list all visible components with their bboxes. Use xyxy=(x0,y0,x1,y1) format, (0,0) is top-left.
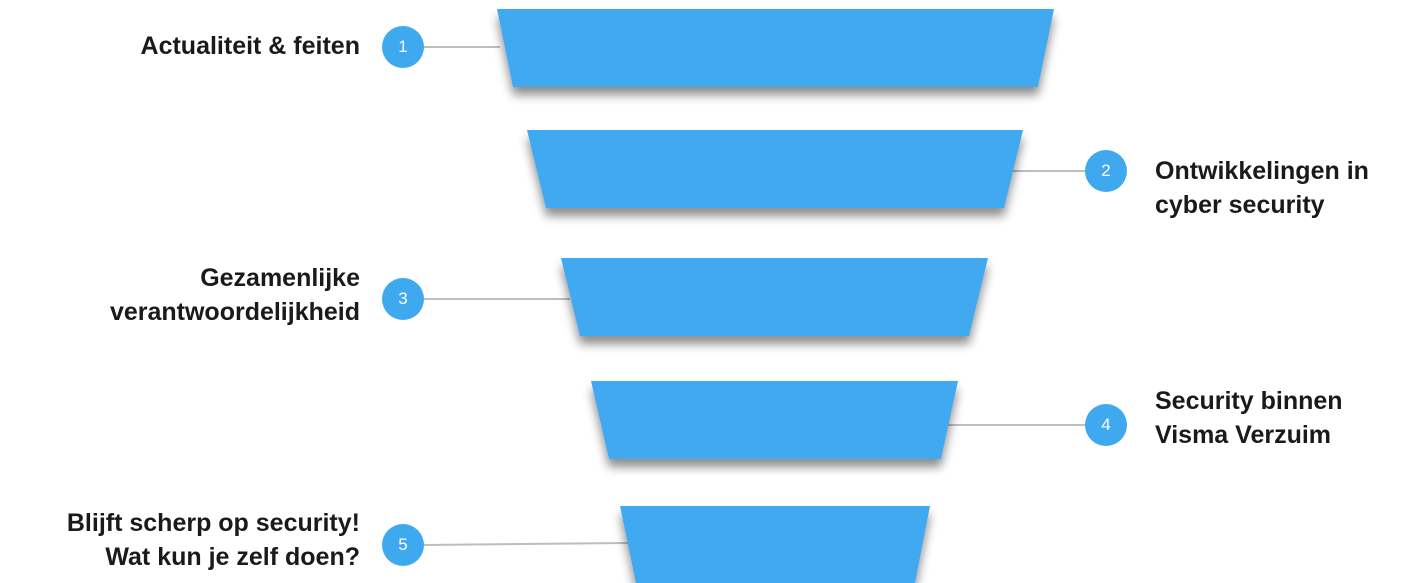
stage-4-label: Security binnen Visma Verzuim xyxy=(1155,384,1343,452)
funnel-segment-3 xyxy=(561,258,988,336)
stage-3-label-line-1: Gezamenlijke xyxy=(200,264,360,292)
stage-2-label-line-1: Ontwikkelingen in xyxy=(1155,157,1369,185)
stage-1-label: Actualiteit & feiten xyxy=(141,29,360,63)
stage-5-label: Blijft scherp op security! Wat kun je ze… xyxy=(67,506,360,574)
stage-3-label-line-2: verantwoordelijkheid xyxy=(109,298,360,326)
stage-2-label-line-2: cyber security xyxy=(1155,191,1325,219)
stage-5-label-line-2: Wat kun je zelf doen? xyxy=(105,543,360,571)
stage-1-number-badge: 1 xyxy=(382,26,424,68)
stage-3-label: Gezamenlijke verantwoordelijkheid xyxy=(110,261,360,329)
stage-2-number-badge: 2 xyxy=(1085,150,1127,192)
stage-3-number-badge: 3 xyxy=(382,278,424,320)
funnel-segment-4 xyxy=(591,381,958,459)
stage-4-label-line-1: Security binnen xyxy=(1155,387,1343,415)
funnel-segment-2 xyxy=(527,130,1023,208)
funnel-segment-5 xyxy=(620,506,930,583)
funnel-segment-1 xyxy=(497,9,1054,87)
stage-5-number-badge: 5 xyxy=(382,524,424,566)
stage-2-label: Ontwikkelingen in cyber security xyxy=(1155,154,1369,222)
stage-5-connector xyxy=(423,542,629,546)
stage-5-label-line-1: Blijft scherp op security! xyxy=(66,509,360,537)
stage-1-label-line-1: Actualiteit & feiten xyxy=(140,32,360,60)
stage-4-label-line-2: Visma Verzuim xyxy=(1155,421,1332,449)
stage-4-number-badge: 4 xyxy=(1085,404,1127,446)
